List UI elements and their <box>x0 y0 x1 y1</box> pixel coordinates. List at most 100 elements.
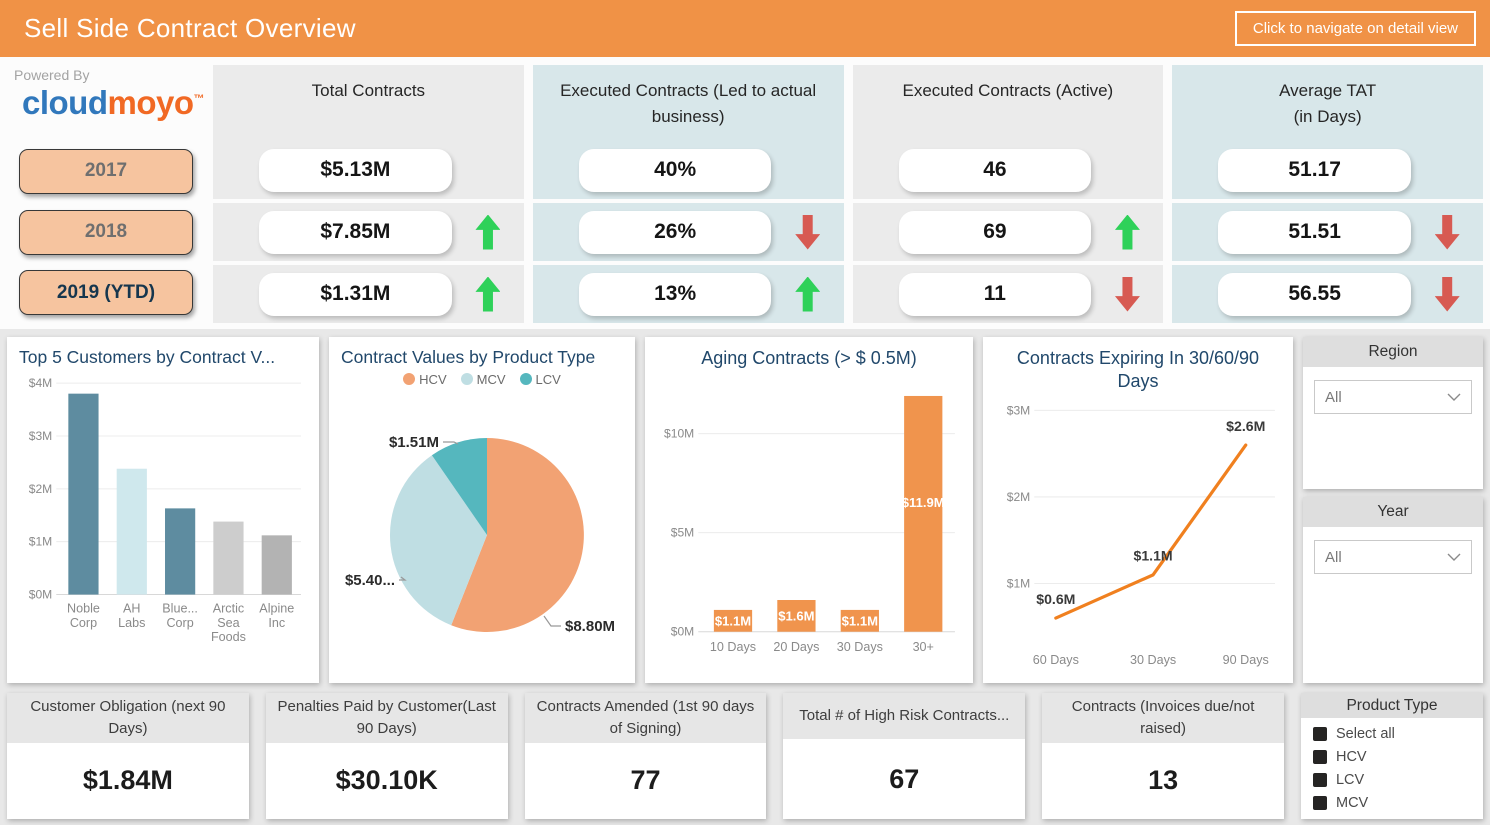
kpi-cell: 46 <box>853 141 1164 199</box>
kpi-value-pill: 69 <box>898 210 1092 254</box>
y-tick-label: $1M <box>29 535 53 549</box>
chart-card-contract-values-by-product-type: Contract Values by Product Type HCV MCV LC… <box>329 337 635 683</box>
x-tick-label: 10 Days <box>710 639 756 653</box>
chart-title-contract-values: Contract Values by Product Type <box>341 347 596 367</box>
legend-item-hcv[interactable]: HCV <box>403 371 447 387</box>
legend-label: HCV <box>419 371 447 387</box>
x-tick-label: 20 Days <box>773 639 819 653</box>
chart-title-top5-customers: Top 5 Customers by Contract V... <box>19 347 276 367</box>
product-type-filter: Product Type Select all HCV LCV MCV <box>1300 693 1483 819</box>
checkbox-label: MCV <box>1335 795 1369 811</box>
checkbox-icon[interactable] <box>1312 796 1327 810</box>
kpi-card-title: Customer Obligation (next 90 Days) <box>7 693 249 743</box>
bar-20-days[interactable] <box>777 599 816 632</box>
kpi-column-average-tat: Average TAT (in Days) 51.17 51.51 56.55 <box>1172 65 1483 323</box>
up-arrow-icon <box>475 214 501 250</box>
bar-30-days[interactable] <box>840 609 879 632</box>
y-tick-label: $0M <box>671 624 694 638</box>
aging-contracts-bar-chart: $0M $5M $10M $1.1M 10 Days $1.6M 20 Days $1.1M 3… <box>664 395 955 653</box>
down-arrow-icon <box>1434 276 1460 312</box>
region-filter-body: All <box>1303 367 1483 427</box>
chart-card-contracts-expiring: Contracts Expiring In 30/60/90 Days $1M $… <box>983 337 1293 683</box>
legend-dot-icon <box>519 373 532 386</box>
checkbox-icon[interactable] <box>1312 750 1327 764</box>
chevron-down-icon <box>1447 553 1461 561</box>
kpi-card-value: 77 <box>630 765 661 796</box>
year-filter-body: All <box>1303 527 1483 587</box>
kpi-value-pill: $5.13M <box>259 148 452 192</box>
kpi-value-pill: 13% <box>578 272 772 316</box>
label-leader-line <box>399 576 407 581</box>
product-type-option-hcv[interactable]: HCV <box>1312 749 1471 765</box>
x-tick-label: Arctic Sea Foods <box>211 602 246 644</box>
product-type-pie-chart: $8.80M $5.40... $1.51M <box>345 434 615 635</box>
kpi-value-pill: 11 <box>898 272 1092 316</box>
kpi-column-title: Executed Contracts (Led to actual busine… <box>533 65 844 141</box>
expiring-contracts-line[interactable] <box>1054 443 1248 620</box>
x-tick-label: 60 Days <box>1033 653 1079 667</box>
pie-slice-mcv[interactable] <box>389 455 487 626</box>
navigate-detail-button[interactable]: Click to navigate on detail view <box>1234 11 1476 46</box>
label-leader-line <box>443 441 459 445</box>
checkbox-label: Select all <box>1335 726 1395 742</box>
kpi-value-pill: 40% <box>578 148 772 192</box>
x-tick-label: 30+ <box>913 639 934 653</box>
kpi-cell: $7.85M <box>213 199 524 261</box>
y-tick-label: $2M <box>29 482 53 496</box>
product-type-filter-title: Product Type <box>1300 693 1483 718</box>
bar-data-label: $1.1M <box>715 613 751 628</box>
region-filter: Region All <box>1303 337 1483 489</box>
product-type-options: Select all HCV LCV MCV <box>1301 718 1483 819</box>
checkbox-icon[interactable] <box>1312 727 1327 741</box>
bar-noble-corp[interactable] <box>68 393 99 595</box>
bar-data-label: $1.1M <box>842 613 878 628</box>
bar-10-days[interactable] <box>713 609 753 632</box>
kpi-column-total-contracts: Total Contracts $5.13M $7.85M $1.31M <box>213 65 524 323</box>
y-tick-label: $0M <box>29 587 53 601</box>
kpi-cell: 11 <box>852 261 1164 323</box>
product-type-option-mcv[interactable]: MCV <box>1312 795 1471 811</box>
pie-slice-lcv[interactable] <box>431 437 487 535</box>
kpi-cell: 13% <box>532 261 844 323</box>
region-filter-title: Region <box>1303 337 1483 367</box>
kpi-card-contracts-invoices-due-not-raised: Contracts (Invoices due/not raised) 13 <box>1042 693 1284 819</box>
line-data-label: $1.1M <box>1134 548 1173 564</box>
product-type-option-select-all[interactable]: Select all <box>1312 726 1471 742</box>
x-tick-label: AH Labs <box>118 602 145 630</box>
top5-customers-bar-chart: $0M $1M $2M $3M $4M Noble Corp AH Labs Blue... Cor… <box>29 376 301 644</box>
brand-block: Powered By cloudmoyo™ <box>8 65 204 141</box>
bar-alpine-inc[interactable] <box>261 535 292 595</box>
year-button-2018[interactable]: 2018 <box>19 209 193 255</box>
kpi-value-pill: $1.31M <box>259 272 452 316</box>
kpi-value-pill: 26% <box>578 210 772 254</box>
kpi-value-pill: 56.55 <box>1218 272 1411 316</box>
year-button-2019-ytd[interactable]: 2019 (YTD) <box>19 270 193 316</box>
bar-arctic-sea-foods[interactable] <box>213 521 244 595</box>
region-select[interactable]: All <box>1314 380 1472 414</box>
product-type-option-lcv[interactable]: LCV <box>1312 772 1471 788</box>
pie-slice-hcv[interactable] <box>451 437 584 632</box>
kpi-column-title: Executed Contracts (Active) <box>853 65 1164 141</box>
year-select[interactable]: All <box>1314 540 1472 574</box>
x-tick-label: Blue... Corp <box>162 602 198 630</box>
bar-blue-corp[interactable] <box>165 508 196 595</box>
bar-30[interactable] <box>904 395 943 632</box>
legend-item-lcv[interactable]: LCV <box>519 371 561 387</box>
kpi-cell: 51.51 <box>1172 199 1483 261</box>
line-data-label: $2.6M <box>1226 418 1265 434</box>
legend-item-mcv[interactable]: MCV <box>460 372 506 387</box>
checkbox-icon[interactable] <box>1312 773 1327 787</box>
kpi-card-title: Total # of High Risk Contracts... <box>783 693 1026 739</box>
bar-ah-labs[interactable] <box>116 468 147 595</box>
kpi-column-subtitle: (in Days) <box>1293 107 1362 127</box>
kpi-column-title-line: Executed Contracts (Led to actual busine… <box>560 81 817 127</box>
down-arrow-icon <box>795 214 821 250</box>
bottom-kpi-section: Customer Obligation (next 90 Days) $1.84M… <box>7 693 1483 819</box>
kpi-card-title: Contracts (Invoices due/not raised) <box>1042 693 1284 743</box>
down-arrow-icon <box>1114 276 1140 312</box>
year-button-2017[interactable]: 2017 <box>19 148 193 194</box>
kpi-cell: $5.13M <box>213 141 524 199</box>
kpi-column-executed-contracts-led-to-actual-business: Executed Contracts (Led to actual busine… <box>532 65 844 323</box>
kpi-card-customer-obligation-next-90-days: Customer Obligation (next 90 Days) $1.84M <box>7 693 249 819</box>
legend-label: LCV <box>535 371 561 387</box>
